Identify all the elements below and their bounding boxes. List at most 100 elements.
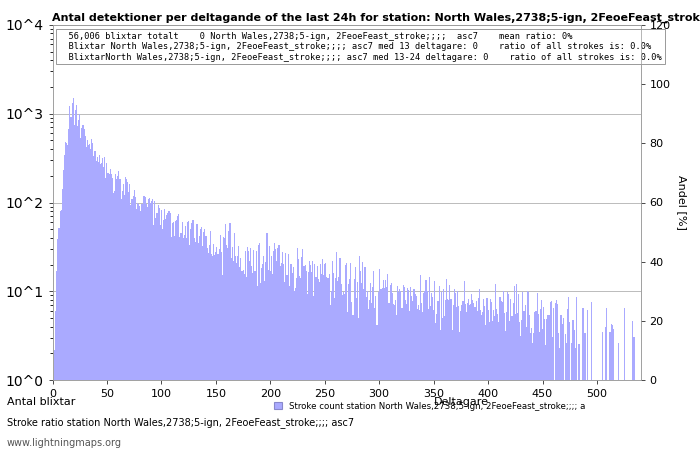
Bar — [64, 154, 65, 450]
Bar — [559, 348, 561, 450]
Bar — [483, 299, 484, 450]
Bar — [541, 300, 542, 450]
Bar — [202, 246, 203, 450]
Bar — [122, 184, 124, 450]
Bar — [493, 310, 494, 450]
Bar — [465, 304, 466, 450]
Bar — [308, 271, 309, 450]
Bar — [567, 309, 568, 450]
Bar — [54, 350, 55, 450]
Bar — [256, 251, 257, 450]
Bar — [251, 266, 252, 450]
Bar — [147, 207, 148, 450]
Bar — [102, 158, 103, 450]
Bar — [277, 248, 279, 450]
Bar — [519, 322, 520, 450]
Bar — [69, 106, 71, 450]
Bar — [286, 275, 287, 450]
Bar — [324, 264, 326, 450]
Bar — [299, 276, 300, 450]
Bar — [421, 303, 422, 450]
Bar — [238, 246, 239, 450]
Bar — [61, 210, 62, 450]
Bar — [320, 264, 321, 450]
Bar — [139, 206, 140, 450]
Bar — [372, 287, 373, 450]
Bar — [144, 197, 146, 450]
Bar — [81, 128, 83, 450]
Bar — [185, 225, 186, 450]
Bar — [322, 260, 323, 450]
Bar — [375, 297, 377, 450]
Bar — [116, 179, 118, 450]
Bar — [289, 286, 290, 450]
Bar — [422, 312, 423, 450]
Bar — [463, 282, 465, 450]
Bar — [408, 290, 409, 450]
Bar — [349, 279, 350, 450]
Bar — [67, 145, 69, 450]
Bar — [99, 155, 100, 450]
Bar — [335, 278, 336, 450]
Bar — [368, 309, 369, 450]
Bar — [587, 310, 588, 450]
Bar — [365, 297, 367, 450]
Bar — [284, 282, 285, 450]
Bar — [512, 303, 514, 450]
Bar — [379, 289, 381, 450]
Bar — [551, 301, 552, 450]
Bar — [398, 292, 399, 450]
Bar — [444, 316, 445, 450]
Bar — [141, 204, 142, 450]
Bar — [124, 195, 125, 450]
Bar — [148, 199, 149, 450]
Bar — [605, 327, 606, 450]
Bar — [384, 288, 385, 450]
Bar — [234, 233, 235, 450]
Bar — [188, 220, 189, 450]
Bar — [326, 277, 328, 450]
Bar — [389, 285, 391, 450]
Bar — [445, 300, 446, 450]
Bar — [485, 324, 486, 450]
Bar — [526, 291, 528, 450]
Bar — [517, 313, 518, 450]
Bar — [137, 203, 138, 450]
Bar — [553, 307, 554, 450]
Bar — [328, 274, 330, 450]
Bar — [248, 251, 249, 450]
Bar — [579, 344, 580, 450]
Bar — [545, 345, 546, 450]
Bar — [263, 256, 265, 450]
Text: Deltagare: Deltagare — [434, 397, 489, 407]
Bar — [151, 201, 152, 450]
Bar — [189, 245, 190, 450]
Bar — [385, 280, 386, 450]
Bar — [78, 120, 79, 450]
Bar — [176, 220, 177, 450]
Bar — [77, 126, 78, 450]
Bar — [126, 179, 127, 450]
Bar — [175, 221, 176, 450]
Bar — [373, 271, 374, 450]
Y-axis label: Andel [%]: Andel [%] — [678, 175, 687, 230]
Bar — [274, 243, 275, 450]
Bar — [508, 294, 510, 450]
Bar — [547, 315, 549, 450]
Bar — [370, 283, 371, 450]
Text: Stroke ratio station North Wales,2738;5-ign, 2FeoeFeast_stroke;;;; asc7: Stroke ratio station North Wales,2738;5-… — [7, 417, 354, 428]
Bar — [575, 297, 577, 450]
Bar — [245, 251, 246, 450]
Bar — [103, 167, 104, 450]
Bar — [154, 202, 155, 450]
Bar — [561, 324, 563, 450]
Bar — [347, 311, 348, 450]
Bar — [459, 332, 461, 450]
Bar — [555, 303, 556, 450]
Bar — [502, 302, 503, 450]
Bar — [520, 336, 522, 450]
Bar — [441, 292, 442, 450]
Bar — [407, 288, 408, 450]
Bar — [419, 310, 420, 450]
Text: www.lightningmaps.org: www.lightningmaps.org — [7, 438, 122, 448]
